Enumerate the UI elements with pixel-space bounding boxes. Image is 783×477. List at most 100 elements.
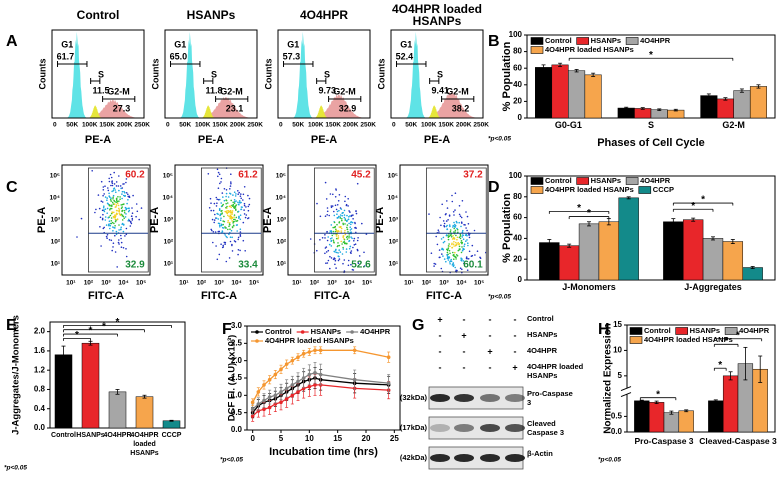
y-tick-label: 10⁴ xyxy=(50,195,60,202)
dot xyxy=(113,222,115,225)
dot xyxy=(244,216,247,219)
dot xyxy=(340,240,343,243)
significance-star: * xyxy=(102,321,106,332)
x-tick-label: 100K xyxy=(82,122,98,129)
dot xyxy=(341,243,343,245)
dot xyxy=(100,200,103,202)
lane-sign: + xyxy=(461,330,466,340)
bar xyxy=(700,95,718,119)
dot xyxy=(324,234,326,236)
dot xyxy=(106,212,108,214)
dot xyxy=(439,216,441,219)
gate-name: S xyxy=(98,69,104,79)
gate-name: S xyxy=(437,69,443,79)
dot xyxy=(343,259,346,261)
dot xyxy=(229,236,232,238)
dot xyxy=(348,235,350,237)
dot xyxy=(339,217,342,219)
legend-swatch xyxy=(530,177,544,185)
marker xyxy=(296,355,300,360)
dot xyxy=(218,222,221,225)
dot xyxy=(235,200,237,202)
bar xyxy=(663,221,684,281)
dot xyxy=(118,189,120,192)
dot xyxy=(319,215,322,218)
dot xyxy=(239,234,242,236)
bar xyxy=(81,342,100,429)
bar xyxy=(535,67,553,119)
bar xyxy=(749,86,767,119)
dot xyxy=(213,219,216,221)
dot xyxy=(456,255,459,257)
dot xyxy=(453,241,455,243)
dot xyxy=(239,218,242,221)
dot xyxy=(466,215,469,218)
dot xyxy=(228,225,230,228)
bar xyxy=(708,400,724,433)
dot xyxy=(449,245,451,248)
dot xyxy=(228,215,230,218)
dot xyxy=(102,209,105,212)
dot xyxy=(108,224,110,227)
dot xyxy=(339,214,342,216)
dot xyxy=(319,239,321,241)
dot xyxy=(210,209,212,212)
legend-label: 4O4HPR xyxy=(360,327,391,336)
legend-label: 4O4HPR loaded HSANPs xyxy=(545,185,634,194)
dot xyxy=(447,236,450,238)
dot xyxy=(342,222,344,225)
dot xyxy=(447,238,450,241)
dot xyxy=(114,206,117,208)
blot-band xyxy=(480,424,500,432)
legend-label: 4O4HPR loaded HSANPs xyxy=(545,45,634,54)
dot xyxy=(99,216,102,219)
dot xyxy=(218,253,221,256)
histogram-g2m xyxy=(319,94,363,118)
dot xyxy=(343,216,346,219)
x-tick-label: 150K xyxy=(212,122,228,129)
dot xyxy=(231,250,234,252)
dot xyxy=(220,202,222,204)
dot xyxy=(233,207,236,209)
dot xyxy=(336,245,339,248)
dot xyxy=(447,259,450,261)
dot xyxy=(237,190,239,192)
dot xyxy=(461,249,464,252)
marker xyxy=(267,377,272,382)
dot xyxy=(365,233,368,235)
dot xyxy=(122,194,125,197)
dot xyxy=(449,234,452,236)
dot xyxy=(129,220,132,223)
dot xyxy=(119,198,121,200)
dot xyxy=(124,235,126,237)
dot xyxy=(454,209,456,211)
dot xyxy=(80,217,83,220)
dot xyxy=(334,230,337,233)
x-tick-label: 15 xyxy=(333,434,342,443)
dot xyxy=(443,240,446,243)
note: *p<0.05 xyxy=(488,294,511,301)
dot xyxy=(223,241,226,244)
dot xyxy=(123,209,126,212)
dot xyxy=(219,182,221,185)
dot xyxy=(225,227,227,229)
lane-sign: + xyxy=(512,362,517,372)
x-axis-label: Phases of Cell Cycle xyxy=(597,137,705,149)
dot xyxy=(461,246,463,248)
dot xyxy=(229,221,231,224)
dot xyxy=(125,233,128,236)
dot xyxy=(338,258,341,260)
dot xyxy=(344,195,347,198)
y-tick-label: 10¹ xyxy=(164,261,173,268)
dot xyxy=(248,203,251,206)
dot xyxy=(461,260,463,262)
dot xyxy=(428,213,430,215)
dot xyxy=(231,212,233,214)
marker xyxy=(279,390,283,394)
dot xyxy=(215,245,217,247)
dot xyxy=(349,229,352,231)
x-tick-label: 10¹ xyxy=(179,280,188,287)
axis-break-mark xyxy=(620,392,632,398)
dot xyxy=(113,199,115,202)
